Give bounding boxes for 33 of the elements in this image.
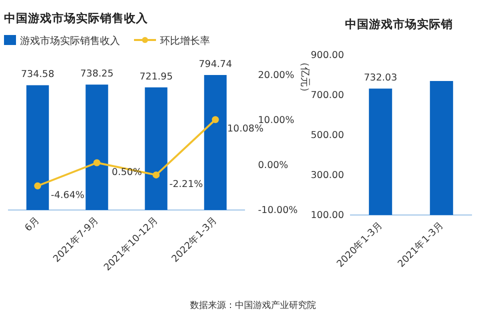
y2-tick-label: 20.00% [258,70,294,82]
chart-title: 中国游戏市场实际销 [345,17,453,31]
x-tick-label: 6月 [22,214,42,234]
y-tick-label: 900.00 [310,50,344,62]
bar [26,85,49,210]
data-label: 738.25 [80,68,114,80]
bar [86,84,108,210]
data-label: 10.08% [227,124,264,135]
data-label: -4.64% [50,190,84,201]
y-tick-label: 700.00 [310,90,344,102]
data-label: 734.58 [21,69,54,80]
y-tick-label: 500.00 [310,130,344,142]
legend-label: 游戏市场实际销售收入 [20,35,120,47]
data-label: -2.21% [169,178,203,190]
legend-label: 环比增长率 [160,35,210,47]
chart-title: 中国游戏市场实际销售收入 [4,11,149,25]
point [152,171,160,178]
y-tick-label: 100.00 [310,210,344,222]
data-label: 721.95 [140,71,173,82]
data-label: 0.50% [112,166,142,178]
y-tick-label: 300.00 [310,170,344,182]
point [212,116,219,124]
y2-tick-label: 0.00% [258,160,288,172]
data-label: 732.03 [364,72,398,84]
point [34,182,42,190]
data-label: 794.74 [198,59,232,70]
y2-tick-label: 10.00% [258,115,294,126]
bar [204,75,227,210]
bar [144,87,168,210]
point [93,159,100,166]
source-note: 数据来源：中国游戏产业研究院 [190,300,316,311]
y2-tick-label: -10.00% [258,205,298,216]
y-axis-title: （亿元） [299,57,310,97]
